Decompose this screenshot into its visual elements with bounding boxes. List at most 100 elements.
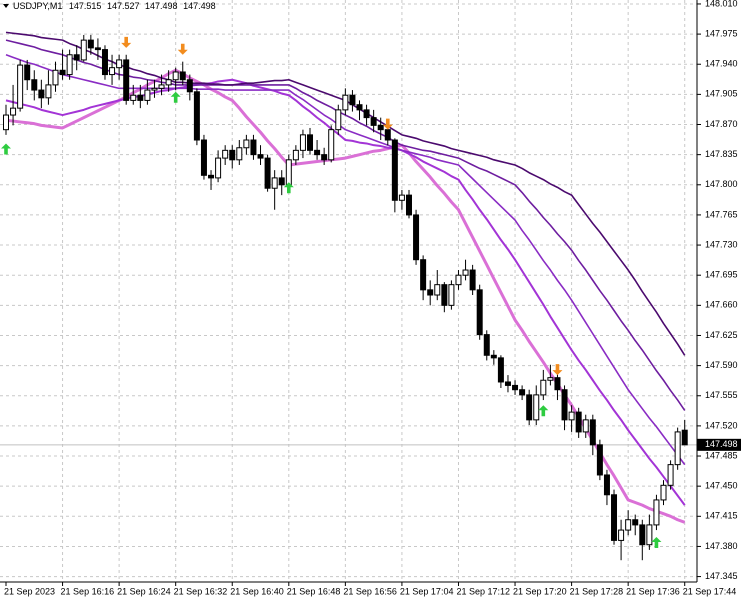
candle-body — [299, 134, 306, 151]
candle-body — [307, 134, 314, 151]
candle-body — [243, 139, 250, 149]
candle-body — [653, 499, 660, 526]
candle-body — [391, 139, 398, 201]
candle-body — [349, 94, 356, 106]
x-tick-label: 21 Sep 16:32 — [174, 586, 228, 596]
candle-body — [554, 377, 561, 391]
candle-body — [462, 269, 469, 276]
candle-body — [405, 194, 412, 216]
header-high: 147.527 — [107, 1, 140, 11]
candle-body — [264, 157, 271, 189]
up-arrow — [1, 143, 11, 155]
candle-body — [660, 484, 667, 501]
candle-body — [356, 104, 363, 111]
candle-body — [533, 394, 540, 421]
candle-body — [377, 124, 384, 131]
up-arrow — [283, 182, 294, 194]
candle-body — [674, 431, 681, 466]
candle-body — [321, 154, 328, 161]
candle-body — [681, 429, 688, 446]
y-tick-label: 147.520 — [705, 420, 738, 430]
y-tick-label: 147.870 — [705, 119, 738, 129]
candle-body — [271, 177, 278, 189]
chart-header: USDJPY,M1 147.515 147.527 147.498 147.49… — [13, 1, 216, 11]
header-icon — [3, 4, 9, 8]
candle-body — [130, 94, 137, 101]
candle-body — [208, 174, 215, 179]
candle-body — [3, 114, 9, 131]
candle-body — [87, 39, 94, 49]
down-arrow — [121, 36, 132, 48]
candle-body — [179, 71, 186, 81]
y-tick-label: 147.380 — [705, 541, 738, 551]
candle-body — [646, 524, 653, 546]
down-arrow — [382, 118, 393, 130]
candle-body — [420, 259, 427, 291]
candle-body — [497, 357, 504, 383]
candle-body — [434, 284, 441, 296]
candle-body — [328, 129, 335, 161]
y-tick-label: 147.450 — [705, 481, 738, 491]
candle-body — [172, 71, 179, 81]
candle-body — [101, 49, 108, 76]
y-tick-label: 147.660 — [705, 300, 738, 310]
x-tick-label: 21 Sep 16:40 — [230, 586, 284, 596]
candle-body — [186, 79, 193, 93]
y-tick-label: 147.590 — [705, 360, 738, 370]
candle-body — [24, 64, 31, 81]
candle-body — [547, 377, 554, 381]
candle-body — [116, 59, 123, 69]
y-tick-label: 147.975 — [705, 28, 738, 38]
moving-average-line — [5, 54, 686, 466]
candle-body — [222, 149, 229, 159]
y-tick-label: 147.765 — [705, 209, 738, 219]
y-tick-label: 147.555 — [705, 390, 738, 400]
candle-body — [278, 177, 285, 186]
candle-body — [144, 89, 151, 101]
header-low: 147.498 — [145, 1, 178, 11]
x-tick-label: 21 Sep 16:24 — [117, 586, 171, 596]
y-tick-label: 147.415 — [705, 511, 738, 521]
y-tick-label: 147.625 — [705, 330, 738, 340]
candle-body — [31, 79, 38, 91]
candle-body — [618, 529, 625, 541]
candle-body — [193, 91, 200, 141]
candle-body — [427, 289, 434, 296]
candle-body — [540, 379, 547, 396]
candle-body — [229, 149, 236, 161]
down-arrow — [552, 364, 563, 376]
candle-body — [526, 394, 533, 421]
moving-average-line — [5, 78, 686, 506]
candle-body — [575, 411, 582, 433]
up-arrow — [538, 405, 549, 417]
x-tick-label: 21 Sep 17:12 — [456, 586, 510, 596]
candle-body — [519, 389, 526, 396]
candle-body — [38, 89, 45, 99]
grid-layer — [0, 0, 697, 582]
candle-body — [441, 284, 448, 306]
candle-body — [52, 69, 59, 86]
candle-body — [448, 284, 455, 306]
y-tick-label: 147.345 — [705, 571, 738, 581]
candle-body — [80, 39, 87, 61]
up-arrow — [170, 91, 181, 103]
candle-body — [66, 54, 73, 76]
candle-body — [314, 149, 321, 156]
last-price-label: 147.498 — [705, 439, 738, 449]
x-tick-label: 21 Sep 17:36 — [626, 586, 680, 596]
last-price-box — [697, 438, 741, 451]
x-tick-label: 21 Sep 16:56 — [343, 586, 397, 596]
candle-body — [342, 94, 349, 111]
y-tick-label: 147.695 — [705, 270, 738, 280]
candle-body — [639, 524, 646, 546]
x-tick-label: 21 Sep 16:48 — [287, 586, 341, 596]
candle-body — [370, 117, 377, 126]
candle-body — [10, 107, 17, 116]
candle-body — [250, 139, 257, 156]
candle-body — [123, 59, 130, 101]
candle-body — [398, 194, 405, 201]
candle-body — [561, 389, 568, 421]
header-close: 147.498 — [183, 1, 216, 11]
